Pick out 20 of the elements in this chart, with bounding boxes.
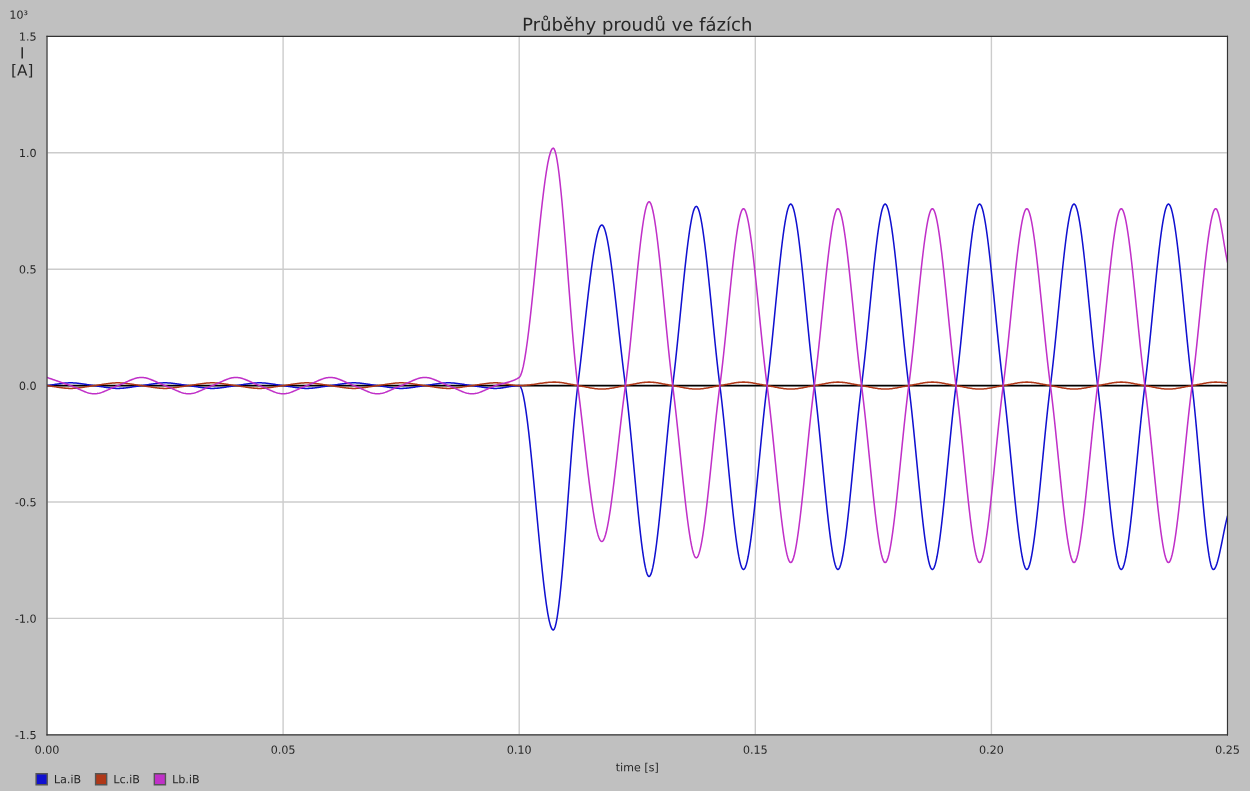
x-tick-label: 0.10 bbox=[507, 745, 531, 754]
text: 10³ bbox=[10, 10, 28, 19]
y-axis-title: I [A] bbox=[12, 47, 33, 78]
x-tick-label: 0.20 bbox=[979, 745, 1004, 754]
y-tick-label: -1.5 bbox=[15, 730, 36, 740]
x-tick-label: 0.00 bbox=[35, 745, 59, 754]
y-tick-label: 0.0 bbox=[19, 381, 36, 390]
y-tick-label: 0.5 bbox=[19, 265, 36, 274]
y-tick-label: -1.0 bbox=[15, 614, 36, 623]
legend-label: Lc.iB bbox=[114, 774, 140, 784]
y-tick-label: 1.5 bbox=[20, 32, 36, 41]
legend-label: La.iB bbox=[54, 774, 81, 784]
legend-label: Lb.iB bbox=[173, 774, 199, 784]
x-tick-label: 0.25 bbox=[1215, 745, 1239, 754]
y-tick-label: 1.0 bbox=[20, 148, 36, 158]
chart-title: Průběhy proudů ve fázích bbox=[523, 15, 751, 35]
x-tick-label: 0.05 bbox=[271, 745, 295, 754]
x-tick-label: 0.15 bbox=[743, 745, 767, 754]
y-tick-label: -0.5 bbox=[15, 498, 36, 507]
x-axis-title: time [s] bbox=[616, 762, 658, 773]
